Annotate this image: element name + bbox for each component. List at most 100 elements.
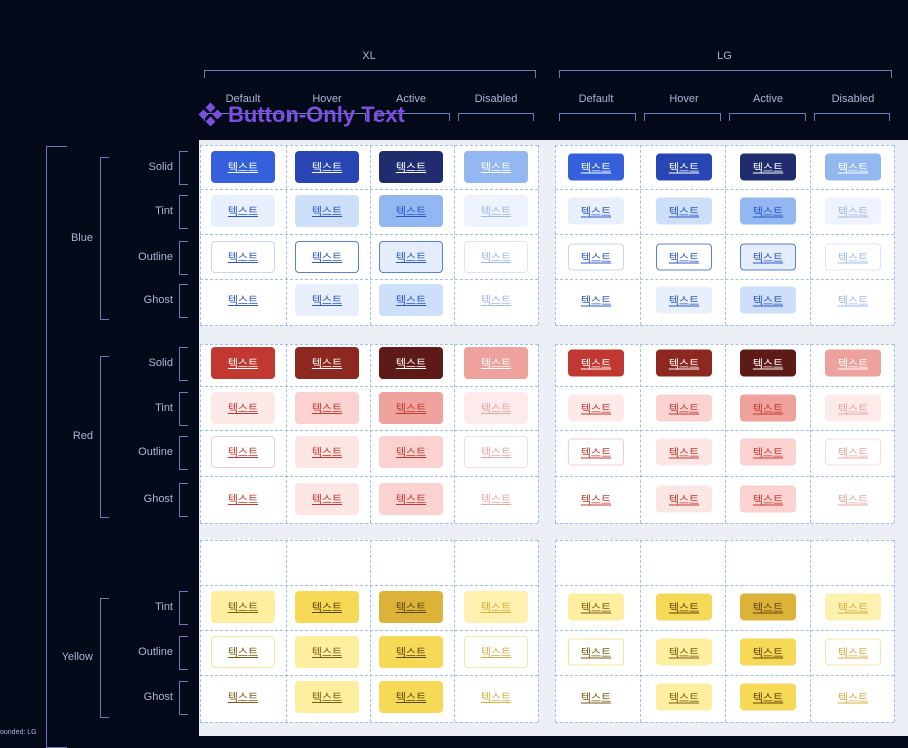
matrix-frame-lg-yellow	[555, 540, 894, 722]
blue-ghost-xl-active-button[interactable]: 텍스트	[379, 284, 443, 316]
grid-hline	[555, 279, 894, 280]
blue-ghost-lg-default-button[interactable]: 텍스트	[580, 294, 612, 307]
blue-ghost-xl-disabled-button[interactable]: 텍스트	[480, 294, 512, 307]
red-outline-lg-hover-button[interactable]: 텍스트	[656, 438, 712, 466]
grid-vline	[370, 344, 371, 523]
red-outline-lg-disabled-button[interactable]: 텍스트	[825, 438, 881, 466]
red-solid-lg-active-button[interactable]: 텍스트	[740, 349, 796, 377]
blue-ghost-lg-disabled-button[interactable]: 텍스트	[837, 294, 869, 307]
yellow-outline-lg-active-button[interactable]: 텍스트	[740, 638, 796, 666]
yellow-tint-xl-hover-button[interactable]: 텍스트	[295, 591, 359, 623]
red-ghost-lg-active-button[interactable]: 텍스트	[740, 485, 796, 513]
blue-outline-lg-hover-button[interactable]: 텍스트	[656, 243, 712, 271]
red-outline-xl-disabled-button[interactable]: 텍스트	[464, 436, 528, 468]
state-label-hover: Hover	[312, 93, 342, 105]
blue-solid-lg-disabled-button[interactable]: 텍스트	[825, 153, 881, 181]
red-tint-xl-default-button[interactable]: 텍스트	[211, 392, 275, 424]
red-tint-xl-active-button[interactable]: 텍스트	[379, 392, 443, 424]
yellow-outline-xl-default-button[interactable]: 텍스트	[211, 636, 275, 668]
blue-solid-xl-active-button[interactable]: 텍스트	[379, 151, 443, 183]
blue-solid-lg-hover-button[interactable]: 텍스트	[656, 153, 712, 181]
red-solid-lg-hover-button[interactable]: 텍스트	[656, 349, 712, 377]
grid-vline	[370, 145, 371, 325]
blue-tint-xl-active-button[interactable]: 텍스트	[379, 195, 443, 227]
red-ghost-xl-active-button[interactable]: 텍스트	[379, 483, 443, 515]
red-outline-xl-default-button[interactable]: 텍스트	[211, 436, 275, 468]
yellow-ghost-xl-default-button[interactable]: 텍스트	[227, 691, 259, 704]
red-outline-lg-default-button[interactable]: 텍스트	[568, 438, 624, 466]
grid-vline	[538, 344, 539, 523]
yellow-tint-xl-active-button[interactable]: 텍스트	[379, 591, 443, 623]
yellow-ghost-xl-hover-button[interactable]: 텍스트	[295, 681, 359, 713]
yellow-outline-xl-hover-button[interactable]: 텍스트	[295, 636, 359, 668]
yellow-outline-xl-disabled-button[interactable]: 텍스트	[464, 636, 528, 668]
state-label-active: Active	[753, 93, 783, 105]
yellow-ghost-lg-default-button[interactable]: 텍스트	[580, 691, 612, 704]
blue-outline-xl-disabled-button[interactable]: 텍스트	[464, 241, 528, 273]
red-tint-xl-hover-button[interactable]: 텍스트	[295, 392, 359, 424]
yellow-tint-lg-disabled-button[interactable]: 텍스트	[825, 593, 881, 621]
blue-tint-lg-hover-button[interactable]: 텍스트	[656, 197, 712, 225]
blue-tint-xl-default-button[interactable]: 텍스트	[211, 195, 275, 227]
red-ghost-lg-default-button[interactable]: 텍스트	[580, 493, 612, 506]
state-label-hover: Hover	[669, 93, 699, 105]
yellow-ghost-xl-disabled-button[interactable]: 텍스트	[480, 691, 512, 704]
red-ghost-xl-default-button[interactable]: 텍스트	[227, 493, 259, 506]
blue-outline-xl-active-button[interactable]: 텍스트	[379, 241, 443, 273]
yellow-tint-xl-default-button[interactable]: 텍스트	[211, 591, 275, 623]
red-tint-lg-default-button[interactable]: 텍스트	[568, 394, 624, 422]
grid-vline	[200, 344, 201, 523]
yellow-outline-lg-disabled-button[interactable]: 텍스트	[825, 638, 881, 666]
yellow-outline-lg-hover-button[interactable]: 텍스트	[656, 638, 712, 666]
blue-tint-lg-disabled-button[interactable]: 텍스트	[825, 197, 881, 225]
red-tint-lg-active-button[interactable]: 텍스트	[740, 394, 796, 422]
red-solid-xl-default-button[interactable]: 텍스트	[211, 347, 275, 379]
blue-tint-xl-hover-button[interactable]: 텍스트	[295, 195, 359, 227]
yellow-outline-lg-default-button[interactable]: 텍스트	[568, 638, 624, 666]
yellow-ghost-lg-disabled-button[interactable]: 텍스트	[837, 691, 869, 704]
blue-tint-lg-default-button[interactable]: 텍스트	[568, 197, 624, 225]
yellow-ghost-lg-active-button[interactable]: 텍스트	[740, 683, 796, 711]
red-solid-xl-hover-button[interactable]: 텍스트	[295, 347, 359, 379]
red-ghost-lg-disabled-button[interactable]: 텍스트	[837, 493, 869, 506]
blue-outline-xl-hover-button[interactable]: 텍스트	[295, 241, 359, 273]
blue-outline-xl-default-button[interactable]: 텍스트	[211, 241, 275, 273]
blue-tint-xl-disabled-button[interactable]: 텍스트	[464, 195, 528, 227]
blue-outline-lg-disabled-button[interactable]: 텍스트	[825, 243, 881, 271]
red-tint-lg-hover-button[interactable]: 텍스트	[656, 394, 712, 422]
yellow-tint-lg-default-button[interactable]: 텍스트	[568, 593, 624, 621]
blue-tint-lg-active-button[interactable]: 텍스트	[740, 197, 796, 225]
yellow-tint-xl-disabled-button[interactable]: 텍스트	[464, 591, 528, 623]
yellow-outline-xl-active-button[interactable]: 텍스트	[379, 636, 443, 668]
red-solid-lg-disabled-button[interactable]: 텍스트	[825, 349, 881, 377]
blue-solid-lg-default-button[interactable]: 텍스트	[568, 153, 624, 181]
red-tint-lg-disabled-button[interactable]: 텍스트	[825, 394, 881, 422]
red-outline-xl-hover-button[interactable]: 텍스트	[295, 436, 359, 468]
red-ghost-xl-disabled-button[interactable]: 텍스트	[480, 493, 512, 506]
blue-ghost-xl-default-button[interactable]: 텍스트	[227, 294, 259, 307]
red-solid-lg-default-button[interactable]: 텍스트	[568, 349, 624, 377]
blue-solid-lg-active-button[interactable]: 텍스트	[740, 153, 796, 181]
red-ghost-lg-hover-button[interactable]: 텍스트	[656, 485, 712, 513]
red-ghost-xl-hover-button[interactable]: 텍스트	[295, 483, 359, 515]
blue-solid-xl-hover-button[interactable]: 텍스트	[295, 151, 359, 183]
grid-hline	[555, 344, 894, 345]
blue-ghost-lg-hover-button[interactable]: 텍스트	[656, 286, 712, 314]
yellow-tint-lg-hover-button[interactable]: 텍스트	[656, 593, 712, 621]
yellow-ghost-xl-active-button[interactable]: 텍스트	[379, 681, 443, 713]
blue-solid-xl-disabled-button[interactable]: 텍스트	[464, 151, 528, 183]
yellow-tint-lg-active-button[interactable]: 텍스트	[740, 593, 796, 621]
red-solid-xl-active-button[interactable]: 텍스트	[379, 347, 443, 379]
red-outline-xl-active-button[interactable]: 텍스트	[379, 436, 443, 468]
grid-vline	[894, 344, 895, 523]
red-solid-xl-disabled-button[interactable]: 텍스트	[464, 347, 528, 379]
blue-outline-lg-default-button[interactable]: 텍스트	[568, 243, 624, 271]
blue-ghost-lg-active-button[interactable]: 텍스트	[740, 286, 796, 314]
variant-label-blue-ghost: Ghost	[143, 294, 173, 306]
blue-ghost-xl-hover-button[interactable]: 텍스트	[295, 284, 359, 316]
blue-solid-xl-default-button[interactable]: 텍스트	[211, 151, 275, 183]
red-outline-lg-active-button[interactable]: 텍스트	[740, 438, 796, 466]
red-tint-xl-disabled-button[interactable]: 텍스트	[464, 392, 528, 424]
blue-outline-lg-active-button[interactable]: 텍스트	[740, 243, 796, 271]
yellow-ghost-lg-hover-button[interactable]: 텍스트	[656, 683, 712, 711]
